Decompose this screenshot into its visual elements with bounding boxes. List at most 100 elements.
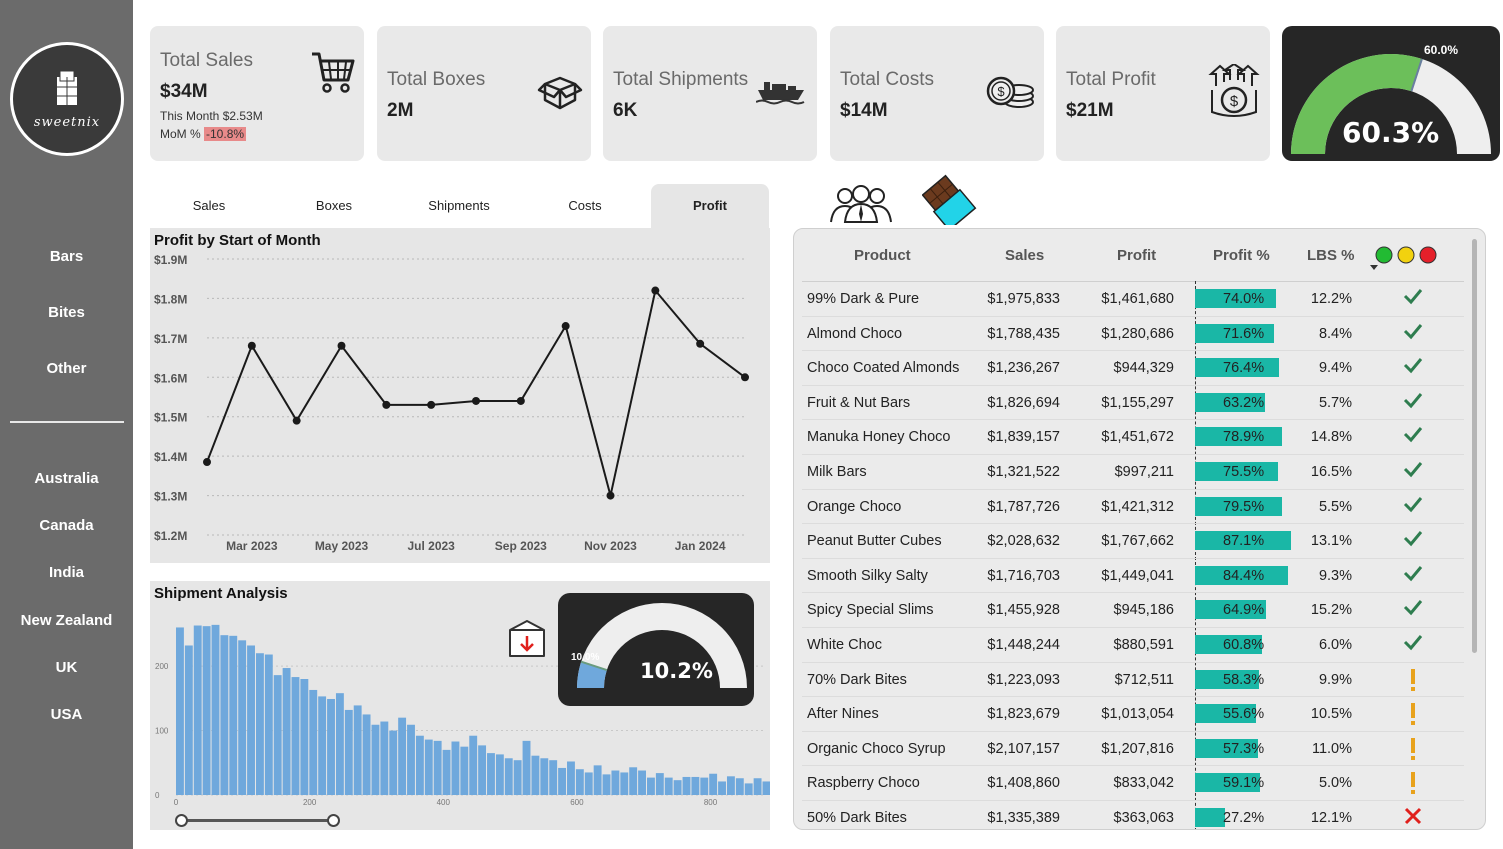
table-row[interactable]: Peanut Butter Cubes $2,028,632 $1,767,662 8… bbox=[802, 524, 1464, 559]
range-slider-start-handle[interactable] bbox=[175, 814, 188, 827]
histogram-bar bbox=[362, 714, 371, 795]
kpi-value: $21M bbox=[1066, 100, 1114, 121]
sidebar-item-canada[interactable]: Canada bbox=[39, 517, 94, 534]
logo-text: sweetnix bbox=[33, 114, 101, 130]
cell-lbs-pct: 5.0% bbox=[1318, 775, 1352, 792]
shipment-analysis-panel: Shipment Analysis 0 100 200 0 200 400 600 800 1… bbox=[150, 581, 770, 830]
histogram-bar bbox=[371, 724, 380, 795]
table-row[interactable]: 70% Dark Bites $1,223,093 $712,511 58.3% 9.9… bbox=[802, 663, 1464, 698]
sidebar-item-bites[interactable]: Bites bbox=[48, 304, 85, 321]
histogram-bar bbox=[184, 645, 193, 795]
col-header-lbs-pct[interactable]: LBS % bbox=[1307, 247, 1355, 264]
sweetnix-logo: sweetnix bbox=[10, 42, 124, 156]
profit-pct-axis bbox=[1195, 281, 1196, 829]
check-icon bbox=[1398, 495, 1428, 518]
table-row[interactable]: White Choc $1,448,244 $880,591 60.8% 6.0% bbox=[802, 628, 1464, 663]
data-point bbox=[516, 396, 525, 405]
histogram-bar bbox=[193, 625, 202, 795]
table-row[interactable]: Almond Choco $1,788,435 $1,280,686 71.6% 8.4… bbox=[802, 317, 1464, 352]
histogram-bar bbox=[202, 626, 211, 795]
kpi-label: Total Shipments bbox=[613, 69, 749, 90]
cell-profit-pct: 60.8% bbox=[1223, 637, 1265, 653]
histogram-bar bbox=[691, 776, 700, 795]
histogram-bar bbox=[726, 776, 735, 795]
histogram-bar bbox=[220, 635, 229, 795]
x-tick-label: 400 bbox=[437, 798, 451, 807]
sidebar-item-india[interactable]: India bbox=[48, 564, 84, 581]
col-header-profit-pct[interactable]: Profit % bbox=[1213, 247, 1270, 264]
histogram-bar bbox=[638, 770, 647, 795]
sidebar-item-australia[interactable]: Australia bbox=[34, 470, 99, 487]
cell-lbs-pct: 5.7% bbox=[1318, 394, 1352, 411]
table-row[interactable]: 50% Dark Bites $1,335,389 $363,063 27.2% 12.… bbox=[802, 801, 1464, 829]
y-tick-label: $1.3M bbox=[154, 490, 187, 504]
table-row[interactable]: 99% Dark & Pure $1,975,833 $1,461,680 74.0%… bbox=[802, 282, 1464, 317]
mom-label: MoM % bbox=[160, 127, 201, 141]
histogram-bar bbox=[531, 755, 540, 795]
cell-sales: $2,028,632 bbox=[987, 533, 1060, 550]
cell-profit: $1,461,680 bbox=[1101, 291, 1174, 307]
histogram-bar bbox=[255, 653, 264, 795]
sidebar-item-new-zealand[interactable]: New Zealand bbox=[20, 612, 113, 629]
box-download-icon[interactable] bbox=[507, 618, 547, 660]
histogram-bar bbox=[673, 780, 682, 795]
table-row[interactable]: Choco Coated Almonds $1,236,267 $944,329 76… bbox=[802, 351, 1464, 386]
sidebar-item-other[interactable]: Other bbox=[46, 360, 87, 377]
profit-line-chart: $1.9M $1.8M $1.7M $1.6M $1.5M $1.4M $1.3M $1.2M… bbox=[154, 253, 749, 553]
x-tick-label: Jan 2024 bbox=[675, 539, 726, 553]
histogram-bar bbox=[709, 773, 718, 795]
table-row[interactable]: Spicy Special Slims $1,455,928 $945,186 64.… bbox=[802, 593, 1464, 628]
table-row[interactable]: Fruit & Nut Bars $1,826,694 $1,155,297 63.2… bbox=[802, 386, 1464, 421]
tab-boxes[interactable]: Boxes bbox=[315, 198, 353, 213]
x-tick-label: Nov 2023 bbox=[584, 539, 637, 553]
table-row[interactable]: Organic Choco Syrup $2,107,157 $1,207,816 5… bbox=[802, 732, 1464, 767]
shipment-gauge-card: 10.0% 10.2% bbox=[558, 593, 754, 706]
svg-text:$: $ bbox=[997, 84, 1005, 99]
col-header-profit[interactable]: Profit bbox=[1117, 247, 1157, 264]
range-slider-end-handle[interactable] bbox=[327, 814, 340, 827]
histogram-bar bbox=[504, 758, 513, 795]
table-row[interactable]: Manuka Honey Choco $1,839,157 $1,451,672 78… bbox=[802, 420, 1464, 455]
cell-product: Peanut Butter Cubes bbox=[807, 533, 942, 550]
sidebar-item-usa[interactable]: USA bbox=[50, 706, 83, 723]
profit-gauge bbox=[1291, 54, 1491, 155]
tab-sales[interactable]: Sales bbox=[192, 198, 226, 213]
cell-profit: $1,155,297 bbox=[1101, 394, 1174, 411]
table-row[interactable]: Orange Choco $1,787,726 $1,421,312 79.5% 5.5… bbox=[802, 490, 1464, 525]
cell-sales: $1,335,389 bbox=[987, 810, 1060, 826]
cell-sales: $1,975,833 bbox=[987, 291, 1060, 307]
data-point bbox=[337, 341, 346, 350]
histogram-bar bbox=[398, 717, 407, 795]
cell-product: Choco Coated Almonds bbox=[807, 360, 960, 377]
col-header-product[interactable]: Product bbox=[854, 247, 911, 264]
ship-icon bbox=[756, 82, 805, 105]
cell-sales: $1,448,244 bbox=[987, 637, 1060, 653]
col-header-sales[interactable]: Sales bbox=[1005, 247, 1045, 264]
kpi-total-costs: Total Costs $14M $ bbox=[830, 26, 1044, 161]
chart-title: Shipment Analysis bbox=[154, 585, 288, 602]
chocolate-bar-icon[interactable] bbox=[922, 173, 982, 225]
check-icon bbox=[1398, 564, 1428, 587]
people-icon[interactable] bbox=[829, 184, 893, 224]
histogram-bar bbox=[718, 781, 726, 795]
histogram-bar bbox=[593, 765, 602, 795]
table-row[interactable]: Milk Bars $1,321,522 $997,211 75.5% 16.5% bbox=[802, 455, 1464, 490]
sidebar-item-uk[interactable]: UK bbox=[55, 659, 78, 676]
histogram-bar bbox=[451, 741, 460, 795]
tab-shipments[interactable]: Shipments bbox=[428, 198, 490, 213]
cell-profit-pct: 71.6% bbox=[1223, 325, 1265, 342]
cell-profit-pct: 64.9% bbox=[1223, 602, 1265, 619]
warning-icon bbox=[1398, 737, 1428, 766]
cell-profit: $1,449,041 bbox=[1101, 567, 1174, 584]
cell-product: 99% Dark & Pure bbox=[807, 291, 920, 307]
sidebar-item-bars[interactable]: Bars bbox=[49, 248, 84, 265]
table-row[interactable]: Raspberry Choco $1,408,860 $833,042 59.1% 5.… bbox=[802, 766, 1464, 801]
tab-profit[interactable]: Profit bbox=[651, 184, 769, 228]
table-scrollbar[interactable] bbox=[1472, 239, 1477, 653]
histogram-bar bbox=[318, 696, 327, 795]
table-row[interactable]: After Nines $1,823,679 $1,013,054 55.6% 10.5… bbox=[802, 697, 1464, 732]
table-row[interactable]: Smooth Silky Salty $1,716,703 $1,449,041 84… bbox=[802, 559, 1464, 594]
histogram-bar bbox=[335, 693, 344, 795]
histogram-bar bbox=[522, 740, 531, 795]
tab-costs[interactable]: Costs bbox=[568, 198, 602, 213]
